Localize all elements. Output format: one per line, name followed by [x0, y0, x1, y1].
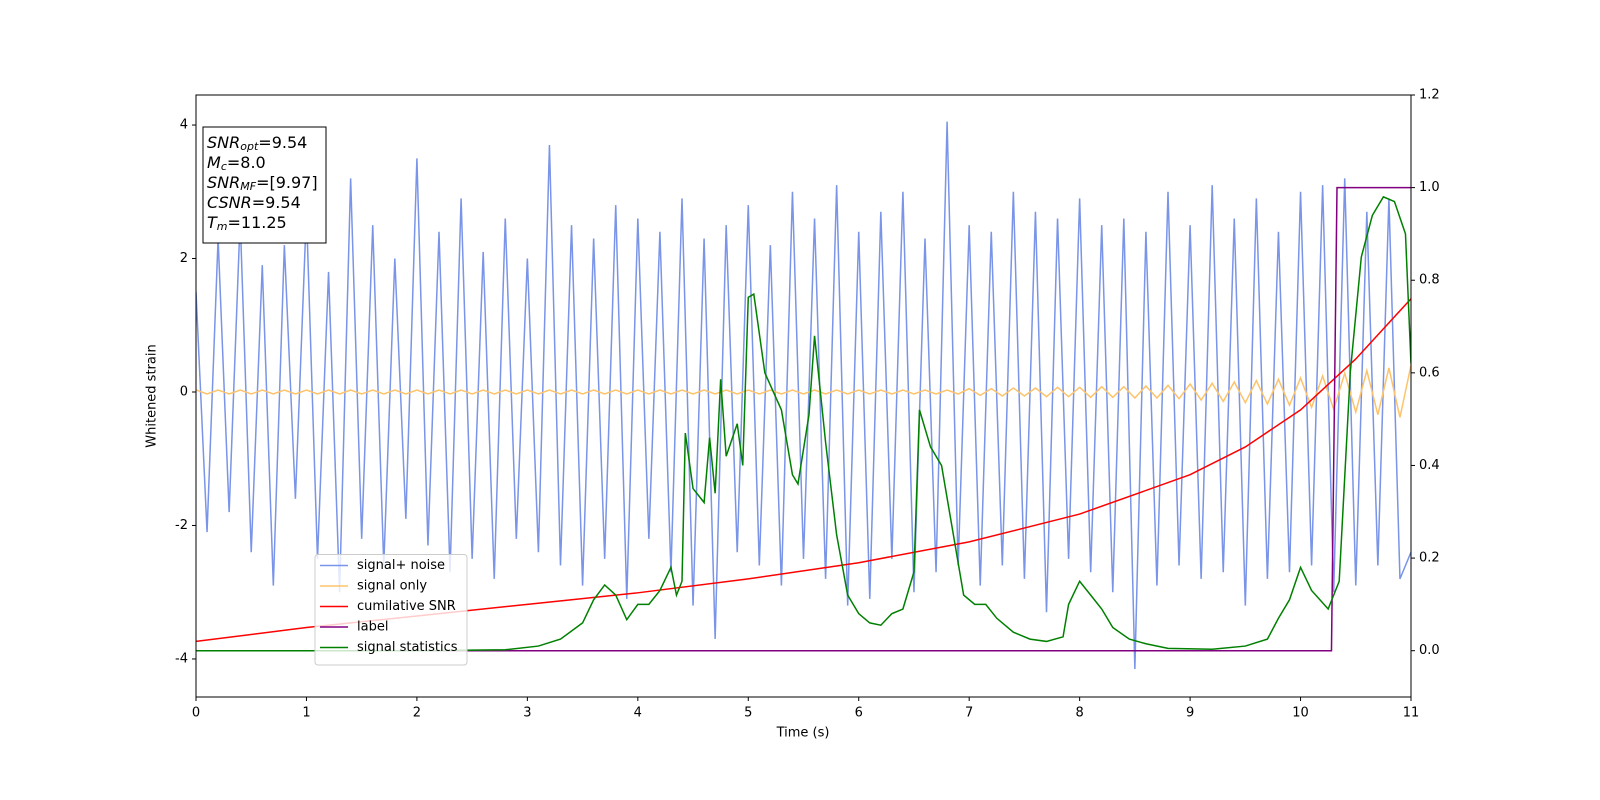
x-tick-label: 11: [1403, 706, 1420, 721]
y2-tick-label: 1.0: [1419, 180, 1440, 195]
x-tick-label: 0: [192, 706, 200, 721]
legend-label: signal only: [357, 579, 427, 594]
annotation-box: [202, 126, 327, 244]
x-tick-label: 7: [965, 706, 973, 721]
annotation-name: SNR: [207, 133, 240, 152]
annotation-value: =9.54: [258, 133, 307, 152]
x-tick-label: 6: [855, 706, 863, 721]
series-line: [196, 186, 1411, 652]
x-axis-label: Time (s): [776, 726, 830, 741]
x-tick-label: 9: [1186, 706, 1194, 721]
y-tick-label: -4: [175, 651, 188, 666]
y2-tick-label: 0.8: [1419, 273, 1440, 288]
annotation-line: CSNR=9.54: [207, 193, 301, 212]
y2-tick-label: 1.2: [1419, 88, 1440, 103]
legend-label: label: [357, 620, 388, 635]
annotation-value: =9.54: [252, 193, 301, 212]
y-tick-label: 0: [180, 384, 188, 399]
y-tick-label: 4: [180, 118, 188, 133]
annotation-sub: c: [221, 160, 227, 173]
y2-tick-label: 0.6: [1419, 365, 1440, 380]
annotation-value: =11.25: [228, 213, 287, 232]
y-tick-label: -2: [175, 518, 188, 533]
annotation-value: =[9.97]: [256, 173, 318, 192]
plot-frame: [195, 94, 1412, 698]
y2-tick-label: 0.0: [1419, 643, 1440, 658]
y-axis-label: Whitened strain: [145, 344, 160, 447]
series-line: [196, 121, 1411, 669]
x-tick-label: 3: [523, 706, 531, 721]
x-tick-label: 4: [634, 706, 642, 721]
annotation-value: =8.0: [227, 153, 266, 172]
annotation-line: SNRMF=[9.97]: [207, 173, 318, 194]
annotation-name: M: [207, 153, 221, 172]
x-tick-label: 2: [413, 706, 421, 721]
annotation-line: SNRopt=9.54: [207, 133, 307, 154]
annotation-sub: m: [217, 220, 228, 233]
annotation-name: CSNR: [207, 193, 252, 212]
legend-box: [314, 554, 468, 666]
annotation-line: Tm=11.25: [207, 213, 287, 234]
x-tick-label: 10: [1292, 706, 1309, 721]
annotation-sub: MF: [240, 180, 256, 193]
series-line: [196, 365, 1411, 418]
y2-tick-label: 0.4: [1419, 458, 1440, 473]
x-tick-label: 5: [744, 706, 752, 721]
annotation-line: Mc=8.0: [207, 153, 266, 174]
y2-tick-label: 0.2: [1419, 551, 1440, 566]
annotation-sub: opt: [240, 140, 259, 153]
legend-label: cumilative SNR: [357, 599, 456, 614]
series-line: [196, 195, 1411, 652]
x-tick-label: 1: [302, 706, 310, 721]
x-tick-label: 8: [1075, 706, 1083, 721]
annotation-name: T: [207, 213, 218, 232]
legend-label: signal+ noise: [357, 558, 445, 573]
legend-label: signal statistics: [357, 640, 458, 655]
y-tick-label: 2: [180, 251, 188, 266]
annotation-name: SNR: [207, 173, 240, 192]
